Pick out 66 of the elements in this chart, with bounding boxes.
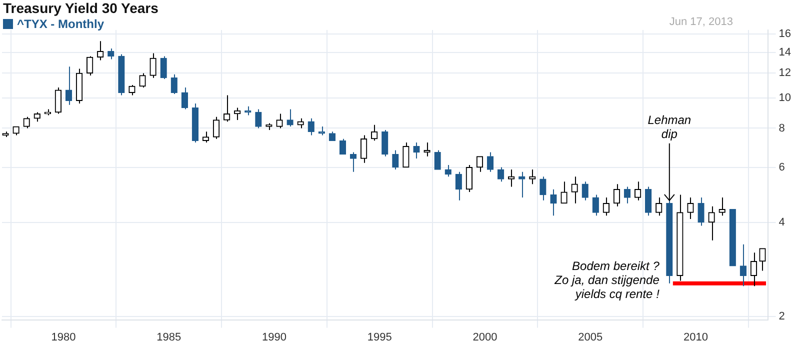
candlestick — [666, 200, 673, 284]
x-tick-label: 2005 — [578, 331, 603, 344]
candlestick — [476, 156, 484, 172]
y-tick-label: 10 — [778, 92, 792, 104]
candlestick — [382, 129, 388, 157]
candlestick — [202, 131, 210, 144]
chart-title: Treasury Yield 30 Years — [3, 0, 158, 16]
candlestick — [455, 171, 462, 201]
y-tick-label: 16 — [778, 28, 792, 40]
y-tick-label: 2 — [778, 310, 785, 322]
candlestick — [223, 94, 230, 122]
candlestick — [413, 142, 420, 160]
candlestick — [592, 194, 599, 216]
candlestick — [560, 181, 568, 204]
candlestick — [65, 66, 72, 106]
x-tick-label: 2010 — [684, 331, 708, 344]
candlestick — [645, 186, 652, 216]
candlestick — [86, 56, 94, 76]
candlestick — [350, 152, 357, 172]
candlestick — [444, 164, 452, 178]
candlestick — [34, 112, 40, 122]
candlestick — [392, 150, 399, 170]
candlestick — [118, 54, 125, 96]
candlestick — [540, 176, 546, 201]
candlestick — [434, 150, 441, 170]
x-tick-label: 1985 — [156, 331, 182, 344]
x-tick-label: 1995 — [367, 331, 392, 344]
candlestick — [276, 113, 283, 129]
candlestick — [360, 134, 368, 164]
candlestick — [192, 102, 199, 144]
annotation: Lehman dip — [648, 112, 692, 141]
y-tick-label: 12 — [778, 67, 792, 80]
candlestick — [318, 126, 325, 136]
candlestick — [466, 164, 473, 193]
candlestick — [402, 142, 410, 168]
candlestick — [76, 68, 83, 104]
y-tick-label: 4 — [778, 216, 785, 228]
candlestick — [613, 184, 620, 207]
x-tick-label: 1980 — [51, 331, 76, 344]
candlestick — [44, 108, 51, 116]
candlestick — [54, 87, 62, 114]
candlestick — [212, 116, 220, 140]
candlestick — [698, 197, 704, 226]
candlestick — [181, 87, 188, 110]
candlestick — [139, 72, 146, 88]
x-tick-label: 2000 — [472, 331, 498, 344]
annotation: Bodem bereikt ? Zo ja, dan stijgende yields cq rente ! — [554, 259, 660, 302]
candlestick — [486, 152, 494, 172]
text: Jun 17, 2013 — [669, 16, 733, 28]
y-tick-label: 8 — [778, 122, 785, 134]
y-tick-label: 14 — [778, 46, 792, 58]
candlestick — [244, 106, 252, 116]
candlestick — [170, 74, 178, 94]
candlestick — [582, 181, 588, 201]
candlestick — [255, 108, 262, 129]
legend-label: ^TYX - Monthly — [17, 17, 104, 31]
candlestick — [371, 124, 378, 142]
candlestick — [750, 252, 758, 287]
y-tick-label: 6 — [778, 161, 785, 174]
candlestick — [286, 108, 294, 128]
x-tick-label: 1990 — [262, 331, 286, 344]
candlestick — [160, 56, 167, 80]
candlestick — [150, 52, 156, 78]
candlestick — [676, 194, 684, 282]
candlestick — [128, 84, 136, 96]
candlestick — [718, 197, 726, 216]
